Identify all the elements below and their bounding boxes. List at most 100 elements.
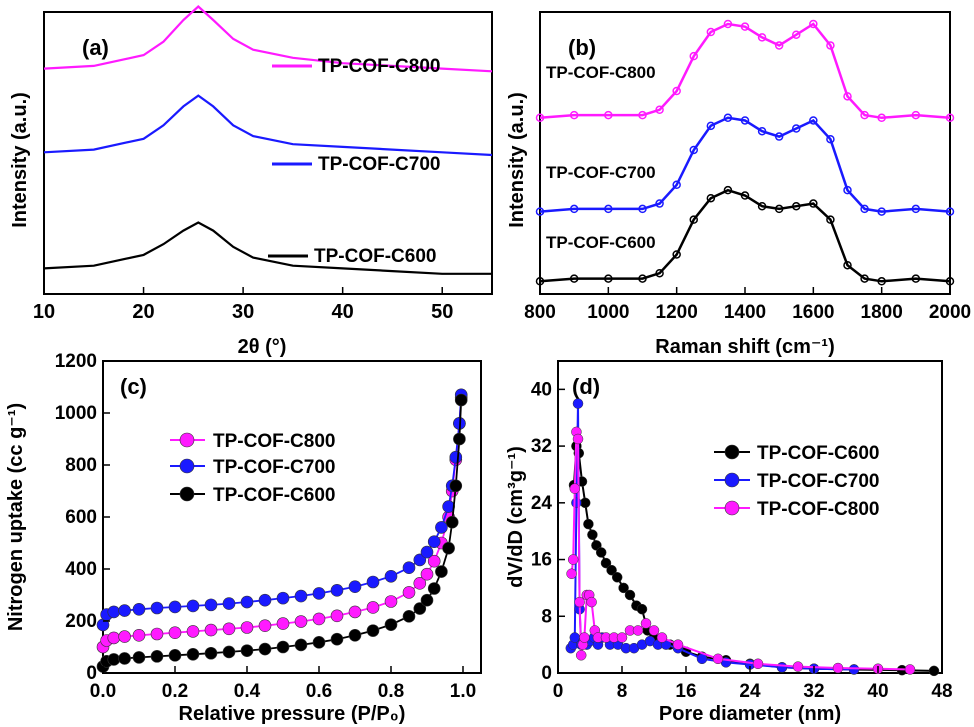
psd-point	[848, 664, 860, 675]
isotherm-point	[348, 605, 362, 619]
x-tick-label: 800	[524, 302, 556, 323]
isotherm-point	[276, 617, 290, 630]
isotherm-point	[312, 612, 326, 626]
raman-point	[792, 30, 801, 39]
y-tick-label: 0	[541, 663, 552, 684]
isotherm-point	[168, 600, 182, 614]
series-label: TP-COF-C700	[546, 163, 656, 182]
x-tick-label: 8	[617, 681, 628, 702]
psd-point	[618, 582, 629, 594]
raman-point	[826, 41, 835, 50]
raman-point	[911, 110, 921, 120]
panel-d-x-axis-label: Pore diameter (nm)	[659, 703, 841, 725]
raman-point	[740, 22, 750, 31]
isotherm-point	[240, 621, 254, 634]
x-tick-label: 1200	[656, 302, 698, 323]
x-tick-label: 30	[232, 301, 254, 323]
psd-point	[648, 625, 660, 636]
psd-point	[575, 650, 587, 661]
isotherm-point	[132, 628, 146, 642]
psd-point	[636, 603, 648, 615]
panel-c-frame	[102, 360, 482, 674]
isotherm-point	[168, 626, 182, 640]
isotherm-point	[427, 535, 441, 549]
x-tick-label: 1600	[792, 302, 834, 323]
xrd-line-tp-cof-c800	[43, 5, 493, 73]
x-tick-label: 0.8	[378, 681, 404, 702]
y-tick-label: 0	[86, 663, 97, 684]
psd-point	[712, 653, 724, 665]
raman-point	[877, 277, 886, 286]
raman-point	[569, 274, 579, 283]
raman-point	[877, 113, 886, 123]
legend-label: TP-COF-C800	[318, 56, 440, 77]
raman-point	[860, 274, 869, 283]
isotherm-point	[222, 645, 236, 659]
x-tick-label: 1.0	[450, 681, 476, 702]
psd-point	[928, 665, 940, 677]
raman-point	[945, 207, 955, 216]
isotherm-point	[384, 569, 398, 583]
panel-a-legend: TP-COF-C800 TP-COF-C700 TP-COF-C600	[268, 56, 440, 267]
panel-b-label: (b)	[568, 35, 596, 60]
isotherm-point	[449, 479, 463, 493]
panel-a-x-axis-label: 2θ (°)	[238, 336, 287, 358]
psd-point	[616, 632, 628, 643]
isotherm-point	[420, 545, 434, 559]
isotherm-point	[413, 553, 427, 567]
xrd-line-tp-cof-c700	[43, 94, 493, 157]
isotherm-point	[294, 638, 308, 652]
legend-marker	[179, 432, 195, 448]
panel-d-x-ticks: 0 8 16 24 32 40 48	[553, 666, 953, 702]
legend-marker	[179, 458, 195, 474]
isotherm-point	[222, 622, 236, 636]
x-tick-label: 40	[867, 681, 888, 702]
y-tick-label: 1000	[55, 403, 97, 424]
legend-label: TP-COF-C800	[757, 499, 879, 520]
isotherm-point	[150, 650, 164, 663]
isotherm-point	[204, 623, 218, 637]
isotherm-point	[186, 599, 200, 613]
y-tick-label: 40	[531, 379, 552, 400]
isotherm-point	[150, 627, 164, 641]
isotherm-point	[240, 644, 254, 657]
y-tick-label: 1200	[55, 351, 97, 372]
isotherm-point	[435, 565, 448, 578]
psd-point	[776, 662, 788, 673]
panel-d-legend: TP-COF-C600 TP-COF-C700 TP-COF-C800	[714, 443, 879, 520]
psd-point	[606, 564, 617, 576]
psd-line	[573, 445, 935, 672]
psd-point	[832, 662, 844, 674]
isotherm-point	[132, 602, 146, 616]
raman-point	[774, 41, 784, 50]
isotherm-point	[294, 589, 308, 603]
isotherm-point	[413, 602, 427, 615]
raman-point	[723, 19, 733, 29]
panel-a: 10 20 30 40 50 (a) 2θ (°) Intensity (a.u.) T…	[9, 5, 493, 358]
isotherm-point	[240, 595, 254, 609]
isotherm-point	[453, 432, 466, 446]
legend-label: TP-COF-C700	[213, 457, 335, 478]
raman-point	[740, 191, 750, 200]
y-tick-label: 800	[65, 455, 97, 476]
psd-point	[624, 589, 636, 601]
legend-label: TP-COF-C600	[757, 443, 879, 464]
psd-point	[632, 625, 644, 636]
raman-point	[826, 215, 835, 224]
psd-point	[672, 639, 684, 650]
isotherm-point	[348, 628, 362, 642]
raman-point	[655, 105, 664, 115]
legend-label: TP-COF-C600	[213, 485, 335, 506]
x-tick-label: 2000	[929, 302, 971, 323]
raman-point	[792, 201, 801, 211]
panel-a-frame	[43, 11, 493, 295]
panel-b-legend: TP-COF-C800 TP-COF-C700 TP-COF-C600	[546, 63, 656, 252]
x-tick-label: 20	[132, 301, 154, 323]
legend-label: TP-COF-C800	[213, 431, 335, 452]
isotherm-point	[186, 647, 200, 661]
raman-point	[843, 92, 852, 101]
panel-b: 800 1000 1200 1400 1600 1800 2000 (b) Raman sh…	[506, 11, 971, 358]
isotherm-point	[258, 593, 272, 607]
panel-c-y-ticks: 0 200 400 600 800 1000 1200	[55, 351, 110, 684]
